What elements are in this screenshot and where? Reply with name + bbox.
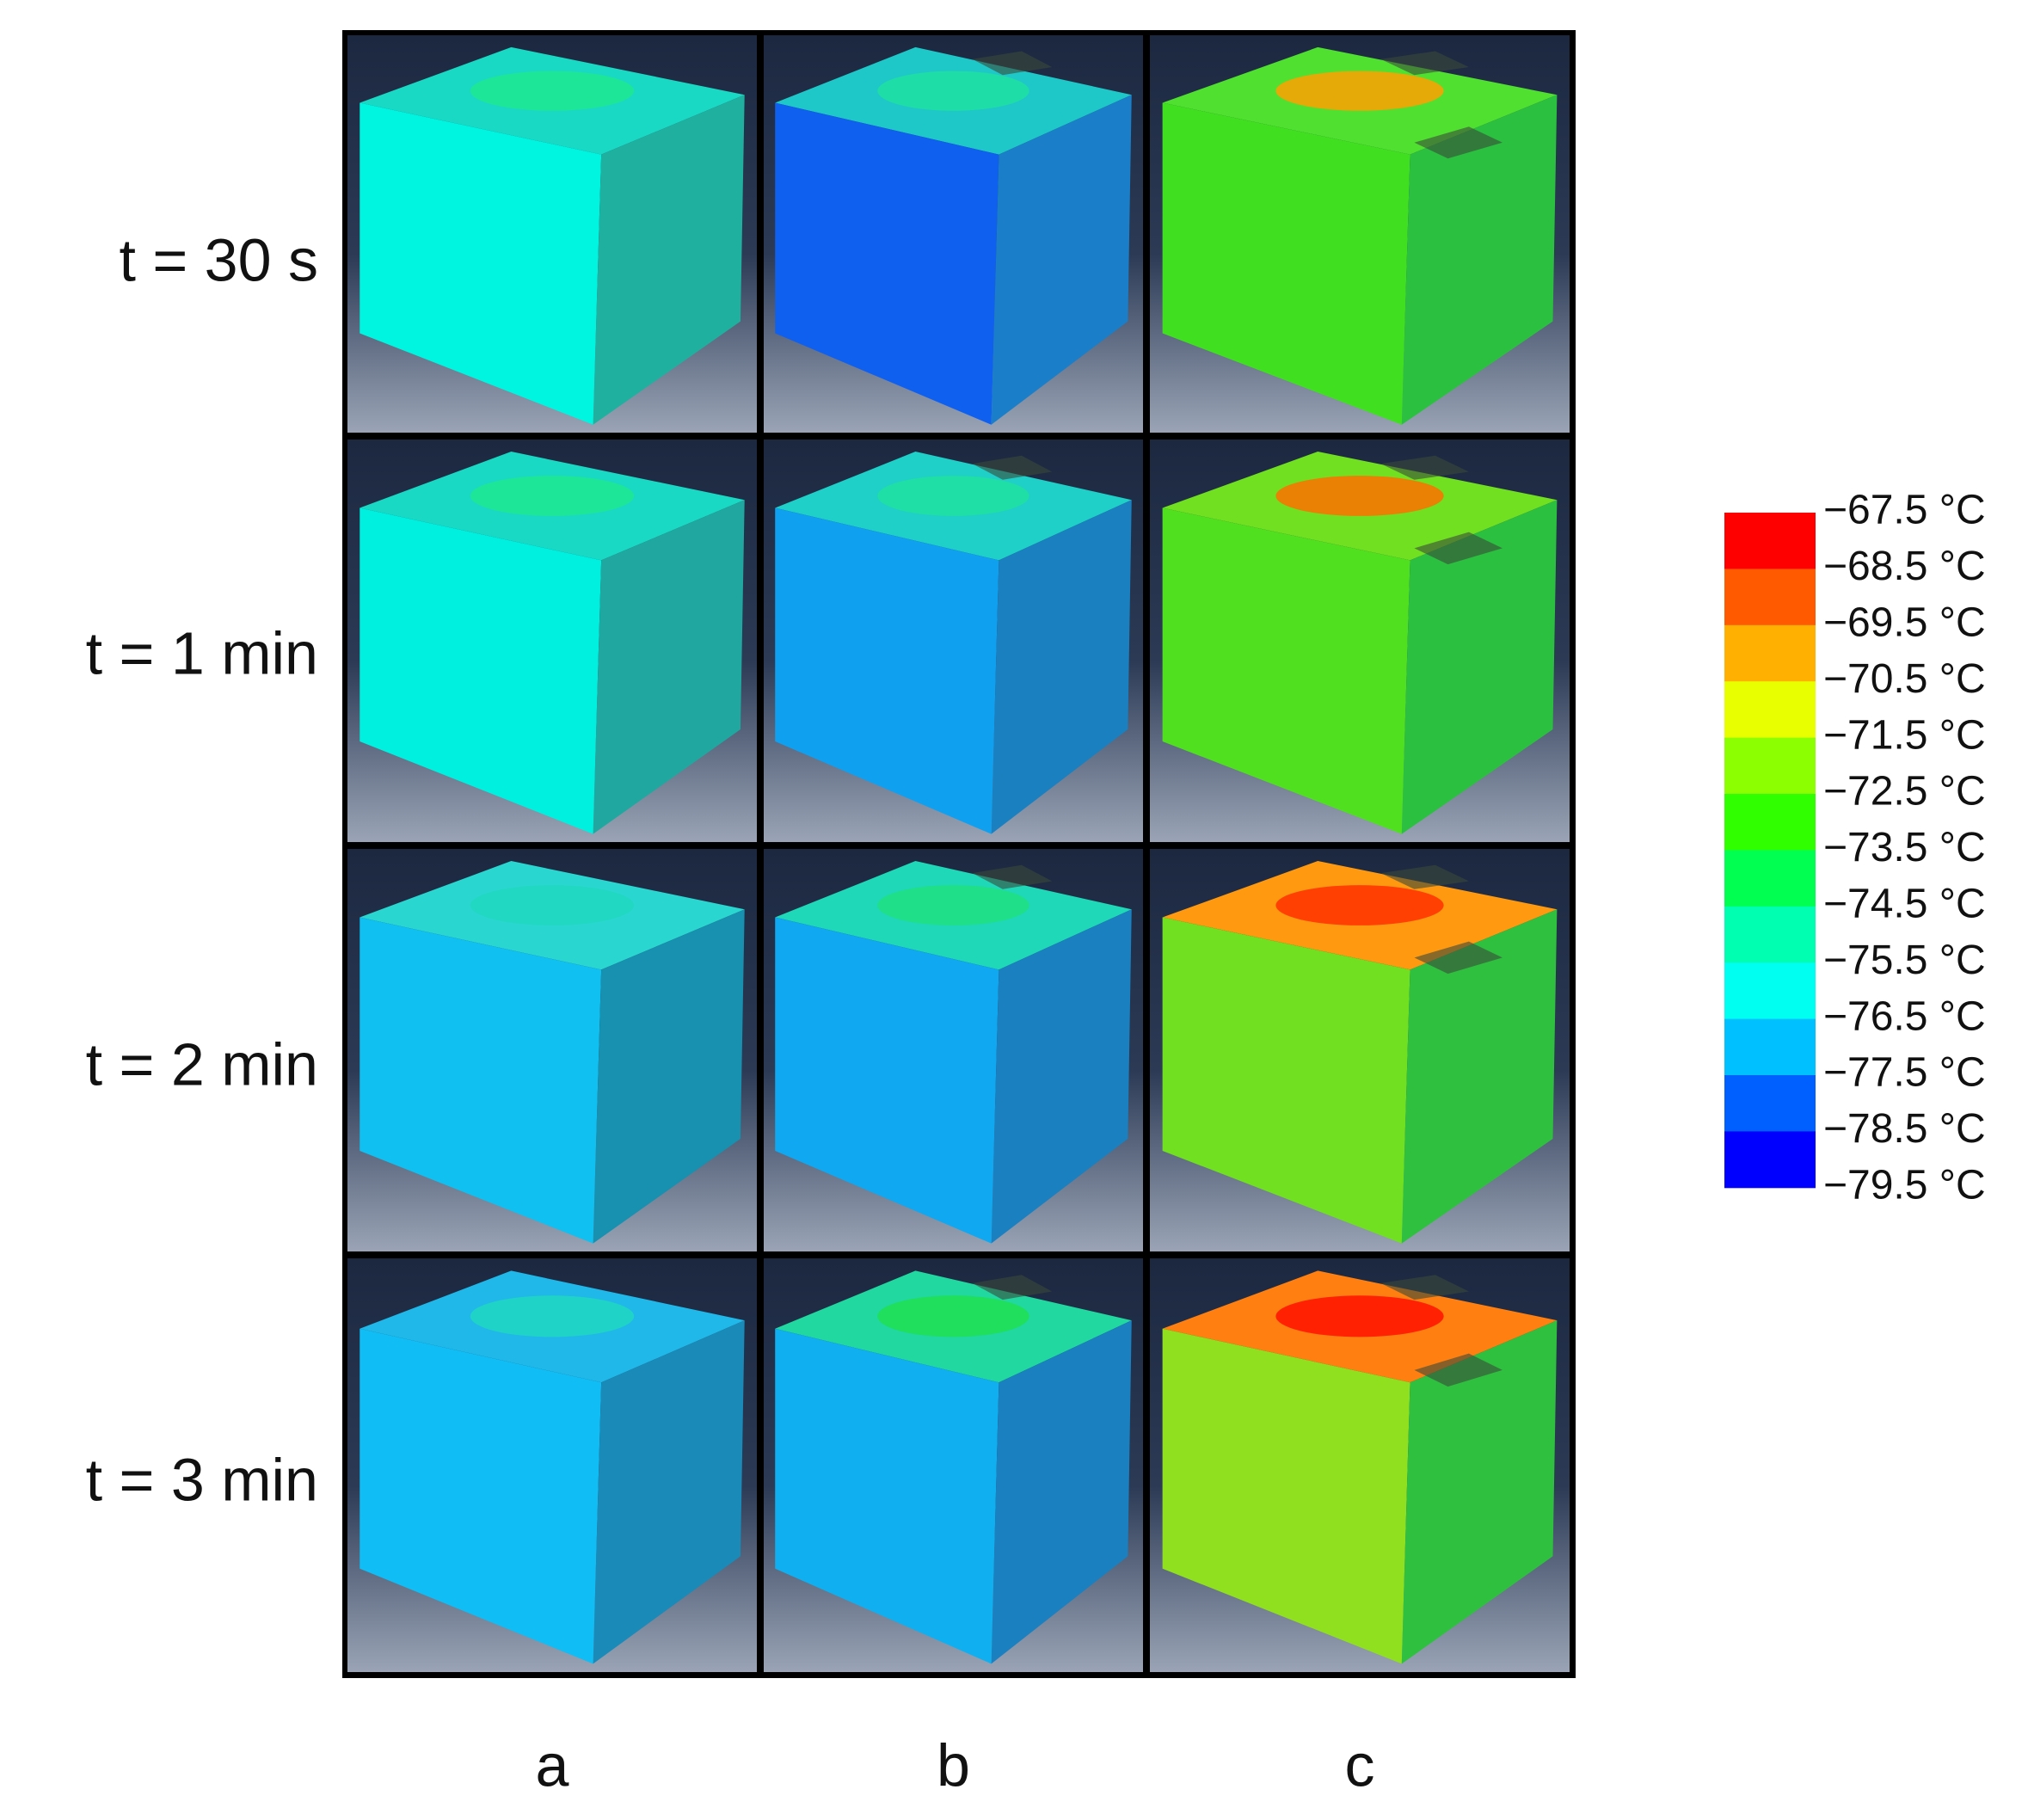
cube-accent bbox=[470, 885, 635, 925]
legend-label: −72.5 °C bbox=[1823, 769, 1986, 815]
cube-left bbox=[360, 1328, 602, 1664]
cube-notch bbox=[1380, 1275, 1469, 1300]
legend-label: −74.5 °C bbox=[1823, 881, 1986, 926]
cube-notch bbox=[1380, 455, 1469, 480]
cube-right bbox=[593, 500, 745, 834]
cube-accent bbox=[470, 1295, 635, 1337]
cube-notch bbox=[1414, 1353, 1503, 1387]
cube-right bbox=[1401, 95, 1558, 425]
legend-swatch bbox=[1724, 794, 1816, 851]
legend-label: −68.5 °C bbox=[1823, 544, 1986, 589]
cube-notch bbox=[972, 1275, 1053, 1300]
cube-notch bbox=[972, 51, 1053, 76]
legend-swatch bbox=[1724, 850, 1816, 907]
cube-left bbox=[1162, 507, 1410, 834]
cube-left bbox=[1162, 1328, 1410, 1664]
cube-right bbox=[991, 909, 1132, 1244]
cube-accent bbox=[1275, 885, 1444, 925]
legend-swatch bbox=[1724, 1131, 1816, 1189]
legend-swatch bbox=[1724, 962, 1816, 1020]
cube-notch bbox=[1414, 126, 1503, 159]
cube-notch bbox=[972, 455, 1053, 480]
cube-right bbox=[1401, 500, 1558, 834]
cube-right bbox=[991, 95, 1132, 425]
legend-label: −78.5 °C bbox=[1823, 1106, 1986, 1152]
legend-swatch bbox=[1724, 1075, 1816, 1132]
cube-accent bbox=[877, 885, 1029, 925]
legend-swatch bbox=[1724, 624, 1816, 682]
row-label: t = 2 min bbox=[86, 1030, 318, 1098]
cube-accent bbox=[470, 71, 635, 111]
cube-notch bbox=[1380, 864, 1469, 889]
cube-left bbox=[775, 507, 999, 834]
cube-notch bbox=[1414, 941, 1503, 975]
cube-right bbox=[593, 95, 745, 425]
legend-swatch bbox=[1724, 569, 1816, 626]
column-label: c bbox=[1345, 1731, 1375, 1798]
cube-accent bbox=[877, 476, 1029, 516]
row-label: t = 3 min bbox=[86, 1446, 318, 1513]
cube-left bbox=[775, 1328, 999, 1664]
cube-left bbox=[360, 507, 602, 834]
legend-swatch bbox=[1724, 1018, 1816, 1076]
cube-right bbox=[593, 1320, 745, 1664]
cube-left bbox=[360, 102, 602, 425]
cube-left bbox=[775, 917, 999, 1244]
cube-accent bbox=[877, 71, 1029, 111]
cube-right bbox=[991, 500, 1132, 834]
cube-left bbox=[360, 917, 602, 1244]
cube-notch bbox=[972, 864, 1053, 889]
legend-label: −79.5 °C bbox=[1823, 1162, 1986, 1208]
cube-accent bbox=[1275, 71, 1444, 111]
cube-accent bbox=[470, 476, 635, 516]
cube-left bbox=[1162, 917, 1410, 1244]
legend-label: −69.5 °C bbox=[1823, 599, 1986, 645]
row-label: t = 1 min bbox=[86, 619, 318, 686]
cube-left bbox=[775, 102, 999, 425]
legend-swatch bbox=[1724, 513, 1816, 569]
column-label: b bbox=[937, 1731, 970, 1798]
cube-accent bbox=[1275, 1295, 1444, 1337]
legend-swatch bbox=[1724, 906, 1816, 963]
cube-accent bbox=[1275, 476, 1444, 516]
legend-swatch bbox=[1724, 737, 1816, 795]
legend-label: −75.5 °C bbox=[1823, 938, 1986, 983]
column-label: a bbox=[536, 1731, 569, 1798]
legend-label: −76.5 °C bbox=[1823, 993, 1986, 1039]
legend-label: −67.5 °C bbox=[1823, 488, 1986, 533]
cube-notch bbox=[1414, 532, 1503, 565]
legend-label: −70.5 °C bbox=[1823, 656, 1986, 702]
legend-label: −71.5 °C bbox=[1823, 712, 1986, 758]
legend-label: −73.5 °C bbox=[1823, 825, 1986, 870]
legend-label: −77.5 °C bbox=[1823, 1050, 1986, 1096]
cube-left bbox=[1162, 102, 1410, 425]
cube-right bbox=[1401, 1320, 1558, 1664]
row-label: t = 30 s bbox=[119, 226, 318, 293]
cube-right bbox=[991, 1320, 1132, 1664]
cube-right bbox=[593, 909, 745, 1244]
legend-swatch bbox=[1724, 681, 1816, 739]
cube-notch bbox=[1380, 51, 1469, 76]
cube-right bbox=[1401, 909, 1558, 1244]
cube-accent bbox=[877, 1295, 1029, 1337]
